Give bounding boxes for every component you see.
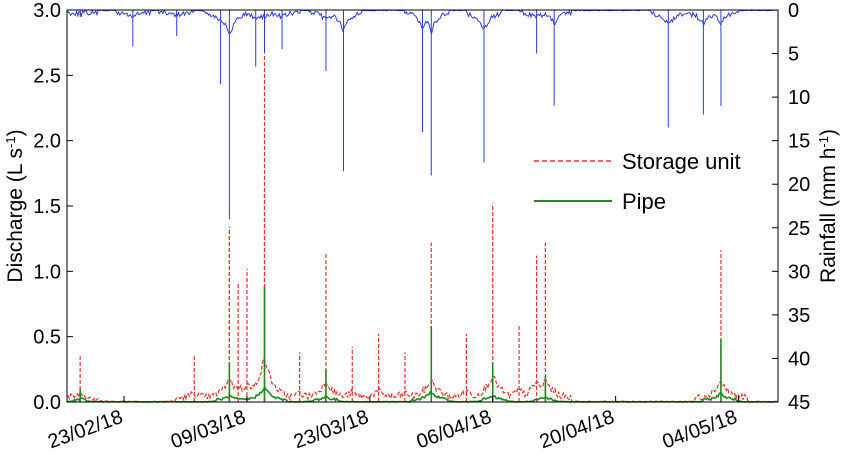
right-tick-label: 0	[788, 0, 799, 22]
x-tick-label: 23/03/18	[291, 406, 372, 453]
right-axis-label: Rainfall (mm h-1)	[816, 129, 841, 283]
left-tick-label: 0.5	[33, 327, 61, 349]
x-tick-label: 04/05/18	[660, 406, 741, 453]
left-tick-label: 1.0	[33, 261, 61, 283]
left-tick-label: 2.5	[33, 65, 61, 87]
x-tick-label: 09/03/18	[168, 406, 249, 453]
left-tick-label: 3.0	[33, 0, 61, 22]
right-tick-label: 15	[788, 131, 810, 153]
pipe-series	[66, 287, 779, 403]
right-tick-label: 45	[788, 392, 810, 414]
left-tick-label: 1.5	[33, 196, 61, 218]
left-tick-label: 0.0	[33, 392, 61, 414]
right-tick-label: 20	[788, 174, 810, 196]
rainfall-series	[66, 8, 779, 220]
left-axis-ticks: 0.0 0.5 1.0 1.5 2.0 2.5 3.0	[33, 0, 73, 414]
storage-unit-trace	[66, 356, 779, 403]
right-tick-label: 5	[788, 44, 799, 66]
right-tick-label: 10	[788, 87, 810, 109]
legend: Storage unit Pipe	[534, 149, 741, 214]
left-axis-label: Discharge (L s-1)	[3, 129, 28, 282]
right-tick-label: 40	[788, 348, 810, 370]
rainfall-trace	[66, 8, 779, 35]
x-tick-label: 20/04/18	[537, 406, 618, 453]
x-tick-label: 06/04/18	[414, 406, 495, 453]
legend-pipe-label: Pipe	[622, 189, 666, 214]
right-axis-ticks: 0 5 10 15 20 25 30 35 40 45	[772, 0, 810, 414]
right-tick-label: 30	[788, 261, 810, 283]
right-tick-label: 25	[788, 218, 810, 240]
right-tick-label: 35	[788, 305, 810, 327]
x-axis-ticks: 23/02/18 09/03/18 23/03/18 06/04/18 20/04/18…	[45, 396, 740, 453]
legend-storage-label: Storage unit	[622, 149, 741, 174]
left-tick-label: 2.0	[33, 131, 61, 153]
